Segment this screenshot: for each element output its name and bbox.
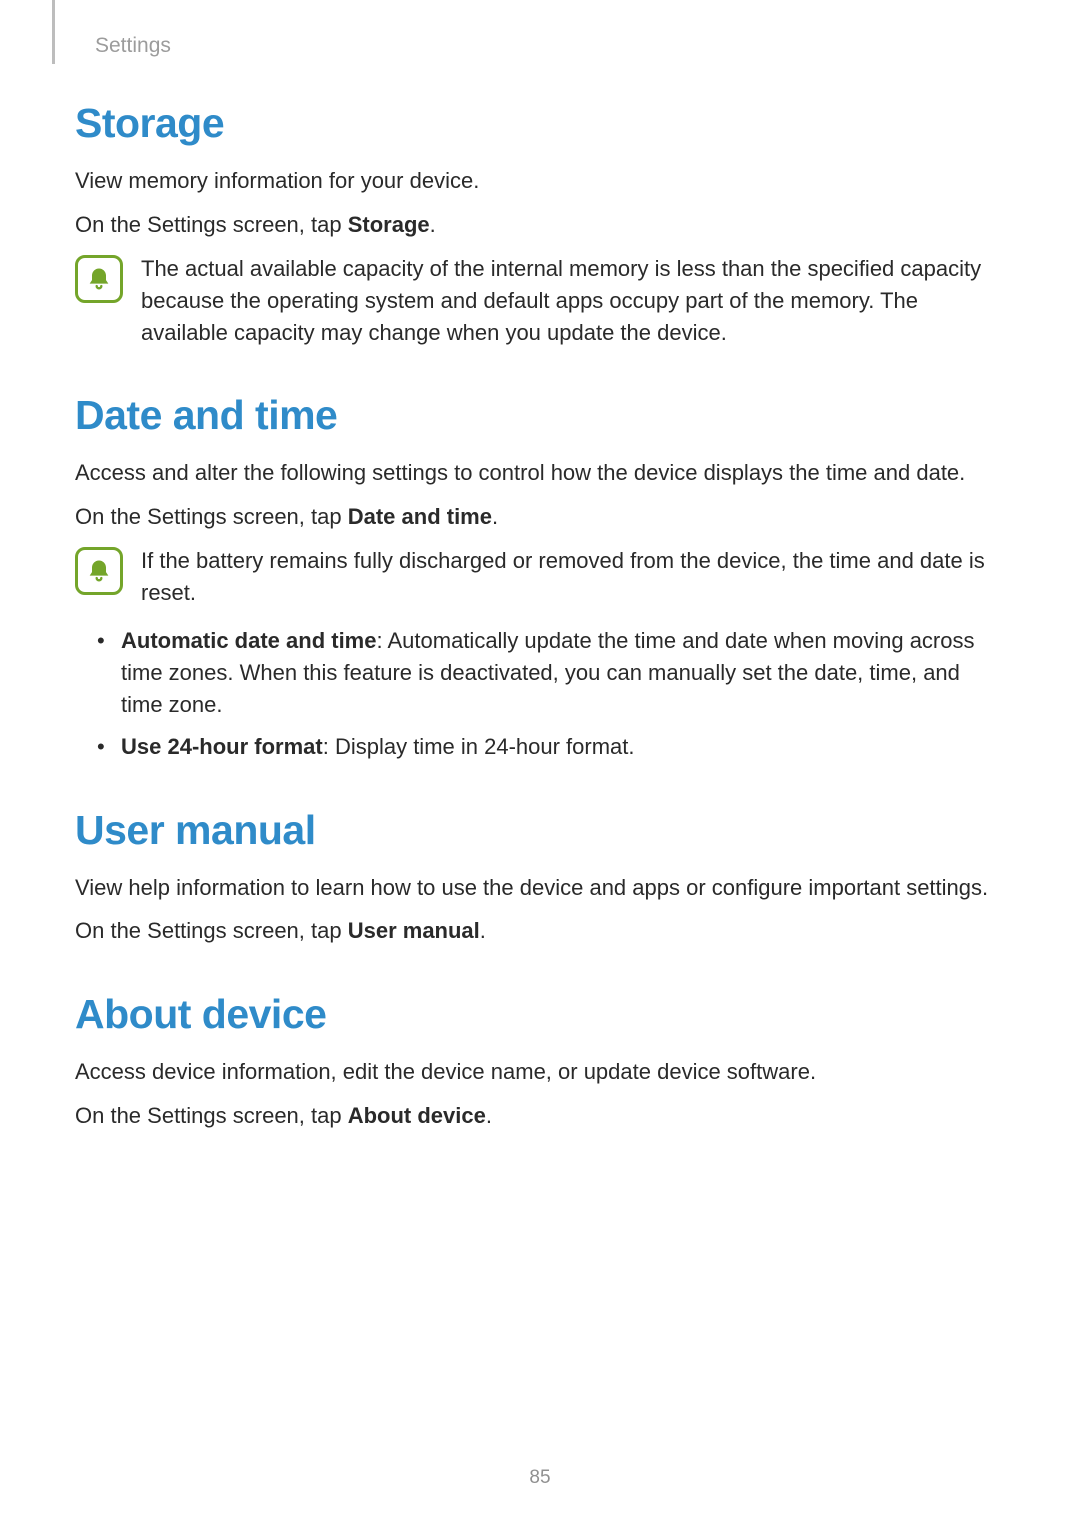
- note-bell-icon: [75, 547, 123, 595]
- storage-p2-bold: Storage: [348, 212, 430, 237]
- datetime-p2-pre: On the Settings screen, tap: [75, 504, 348, 529]
- usermanual-p2: On the Settings screen, tap User manual.: [75, 915, 1005, 947]
- aboutdevice-p2: On the Settings screen, tap About device…: [75, 1100, 1005, 1132]
- storage-note-callout: The actual available capacity of the int…: [75, 253, 1005, 349]
- header-margin-bar: [52, 0, 55, 64]
- heading-storage: Storage: [75, 100, 1005, 147]
- storage-p2-pre: On the Settings screen, tap: [75, 212, 348, 237]
- datetime-p1: Access and alter the following settings …: [75, 457, 1005, 489]
- storage-note-text: The actual available capacity of the int…: [141, 253, 1005, 349]
- usermanual-p2-bold: User manual: [348, 918, 480, 943]
- aboutdevice-p2-bold: About device: [348, 1103, 486, 1128]
- section-date-time: Date and time Access and alter the follo…: [75, 392, 1005, 762]
- datetime-note-callout: If the battery remains fully discharged …: [75, 545, 1005, 609]
- breadcrumb: Settings: [95, 34, 171, 58]
- usermanual-p2-post: .: [480, 918, 486, 943]
- heading-user-manual: User manual: [75, 807, 1005, 854]
- aboutdevice-p1: Access device information, edit the devi…: [75, 1056, 1005, 1088]
- aboutdevice-p2-post: .: [486, 1103, 492, 1128]
- heading-about-device: About device: [75, 991, 1005, 1038]
- page-number: 85: [0, 1467, 1080, 1489]
- section-storage: Storage View memory information for your…: [75, 100, 1005, 348]
- bullet-label: Automatic date and time: [121, 628, 376, 653]
- section-user-manual: User manual View help information to lea…: [75, 807, 1005, 948]
- section-about-device: About device Access device information, …: [75, 991, 1005, 1132]
- datetime-p2: On the Settings screen, tap Date and tim…: [75, 501, 1005, 533]
- list-item: Use 24-hour format: Display time in 24-h…: [75, 731, 1005, 763]
- bullet-label: Use 24-hour format: [121, 734, 323, 759]
- list-item: Automatic date and time: Automatically u…: [75, 625, 1005, 721]
- heading-date-time: Date and time: [75, 392, 1005, 439]
- aboutdevice-p2-pre: On the Settings screen, tap: [75, 1103, 348, 1128]
- datetime-p2-post: .: [492, 504, 498, 529]
- storage-p2: On the Settings screen, tap Storage.: [75, 209, 1005, 241]
- datetime-p2-bold: Date and time: [348, 504, 492, 529]
- usermanual-p1: View help information to learn how to us…: [75, 872, 1005, 904]
- storage-p1: View memory information for your device.: [75, 165, 1005, 197]
- datetime-bullets: Automatic date and time: Automatically u…: [75, 625, 1005, 763]
- usermanual-p2-pre: On the Settings screen, tap: [75, 918, 348, 943]
- note-bell-icon: [75, 255, 123, 303]
- page-content: Storage View memory information for your…: [75, 100, 1005, 1176]
- storage-p2-post: .: [430, 212, 436, 237]
- datetime-note-text: If the battery remains fully discharged …: [141, 545, 1005, 609]
- bullet-text: : Display time in 24-hour format.: [323, 734, 635, 759]
